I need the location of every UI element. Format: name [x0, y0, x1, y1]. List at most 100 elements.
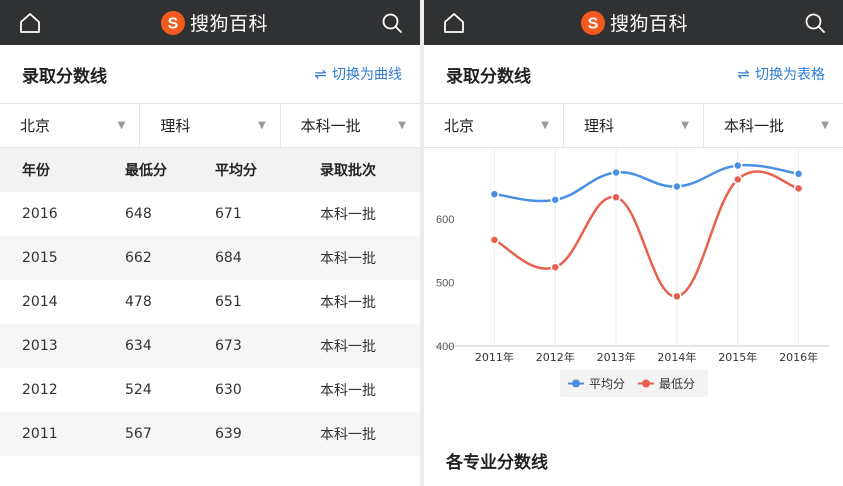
switch-label: 切换为表格 — [755, 67, 825, 83]
x-tick-label: 2012年 — [536, 350, 575, 364]
section-title: 录取分数线 — [446, 66, 531, 87]
sogou-baike-logo[interactable]: S 搜狗百科 — [580, 9, 688, 36]
data-point — [611, 192, 621, 203]
caret-down-icon: ▼ — [681, 120, 689, 131]
table-row: 2012 524 630 本科一批 — [0, 368, 420, 412]
cell-min: 634 — [105, 324, 205, 368]
cell-year: 2014 — [22, 294, 58, 310]
sogou-baike-logo[interactable]: S 搜狗百科 — [160, 9, 268, 36]
cell-batch: 本科一批 — [300, 236, 420, 280]
y-tick-label: 600 — [436, 214, 454, 226]
cell-year: 2013 — [0, 324, 105, 368]
search-icon[interactable] — [803, 11, 827, 35]
cell-year: 2015 — [0, 236, 105, 280]
legend-box — [560, 370, 708, 397]
x-tick-label: 2015年 — [718, 350, 757, 364]
x-tick-label: 2013年 — [597, 350, 636, 364]
caret-down-icon: ▼ — [541, 120, 549, 131]
data-point — [550, 262, 560, 272]
cell-min: 662 — [105, 236, 205, 280]
data-point — [733, 160, 743, 171]
data-point — [672, 181, 682, 192]
data-point — [793, 183, 804, 194]
search-icon[interactable] — [380, 11, 404, 35]
chart-view-panel: S 搜狗百科 录取分数线 ⇌ 切换为表格 北京 ▼ 理科 ▼ 本科一批 ▼ 40… — [424, 0, 843, 486]
category-dropdown[interactable]: 理科 ▼ — [564, 104, 704, 147]
series-line-1 — [493, 170, 799, 298]
home-icon[interactable] — [18, 11, 42, 35]
category-value: 理科 — [584, 117, 615, 135]
cell-avg: 671 — [215, 206, 242, 222]
region-value: 北京 — [444, 117, 475, 135]
brand-name: 搜狗百科 — [190, 13, 269, 35]
caret-down-icon: ▼ — [398, 120, 406, 131]
region-dropdown[interactable]: 北京 ▼ — [424, 104, 564, 147]
cell-year: 2012 — [22, 382, 58, 398]
data-point — [489, 189, 500, 199]
cell-min: 524 — [125, 382, 152, 398]
cell-year: 2011 — [0, 412, 105, 456]
region-dropdown[interactable]: 北京 ▼ — [0, 104, 141, 147]
column-header-avg: 平均分 — [205, 148, 300, 192]
caret-down-icon: ▼ — [257, 120, 266, 131]
filter-bar: 北京 ▼ 理科 ▼ 本科一批 ▼ — [424, 103, 843, 148]
legend-label: 平均分 — [589, 377, 625, 391]
cell-batch: 本科一批 — [320, 207, 376, 223]
home-icon[interactable] — [442, 11, 466, 35]
swap-arrows-icon: ⇌ — [314, 65, 327, 83]
cell-avg: 639 — [205, 412, 300, 456]
cell-avg: 651 — [215, 294, 242, 310]
cell-avg: 630 — [215, 382, 242, 398]
svg-text:S: S — [588, 15, 599, 32]
cell-avg: 684 — [205, 236, 300, 280]
table-header-row: 年份 最低分 平均分 录取批次 — [0, 148, 420, 192]
y-tick-label: 500 — [436, 277, 454, 289]
x-tick-label: 2011年 — [475, 350, 514, 364]
legend-swatch-dot — [642, 379, 650, 388]
column-header-min: 最低分 — [105, 148, 205, 192]
table-row: 2011 567 639 本科一批 — [0, 412, 420, 456]
switch-to-curve-link[interactable]: ⇌ 切换为曲线 — [314, 64, 402, 84]
region-value: 北京 — [20, 117, 51, 135]
score-section-header: 录取分数线 ⇌ 切换为表格 — [424, 45, 843, 103]
category-value: 理科 — [160, 117, 191, 135]
caret-down-icon: ▼ — [117, 120, 126, 131]
y-tick-label: 400 — [436, 341, 454, 353]
switch-to-table-link[interactable]: ⇌ 切换为表格 — [737, 64, 825, 84]
svg-text:S: S — [168, 15, 179, 32]
cell-batch: 本科一批 — [320, 383, 376, 399]
data-point — [611, 167, 621, 178]
data-point — [550, 195, 560, 205]
series-line-0 — [494, 163, 799, 203]
legend-swatch-dot — [572, 379, 580, 388]
panel-divider — [420, 0, 424, 486]
top-nav-bar: S 搜狗百科 — [424, 0, 843, 45]
cell-min: 648 — [125, 206, 152, 222]
cell-min: 567 — [105, 412, 205, 456]
caret-down-icon: ▼ — [821, 120, 829, 131]
switch-label: 切换为曲线 — [332, 67, 402, 83]
data-point — [793, 169, 804, 179]
score-section-header: 录取分数线 ⇌ 切换为曲线 — [0, 45, 420, 103]
column-header-year: 年份 — [0, 148, 105, 192]
x-tick-label: 2014年 — [657, 350, 696, 364]
legend-label: 最低分 — [659, 377, 695, 391]
table-view-panel: S 搜狗百科 录取分数线 ⇌ 切换为曲线 北京 ▼ 理科 ▼ 本科一批 ▼ — [0, 0, 420, 486]
cell-batch: 本科一批 — [300, 412, 420, 456]
cell-min: 478 — [125, 294, 152, 310]
cell-avg: 673 — [205, 324, 300, 368]
category-dropdown[interactable]: 理科 ▼ — [140, 104, 281, 147]
batch-value: 本科一批 — [300, 117, 361, 135]
batch-dropdown[interactable]: 本科一批 ▼ — [704, 104, 843, 147]
batch-dropdown[interactable]: 本科一批 ▼ — [281, 104, 420, 147]
cell-year: 2016 — [22, 206, 58, 222]
score-table: 年份 最低分 平均分 录取批次 2016 648 671 本科一批 2015 6… — [0, 148, 420, 456]
table-row: 2014 478 651 本科一批 — [0, 280, 420, 324]
table-row: 2016 648 671 本科一批 — [0, 192, 420, 236]
sogou-s-logo-icon: S — [161, 10, 185, 35]
sogou-s-logo-icon: S — [581, 10, 605, 35]
brand-name: 搜狗百科 — [610, 13, 689, 35]
data-point — [733, 174, 743, 185]
data-point — [672, 291, 682, 302]
swap-arrows-icon: ⇌ — [737, 65, 750, 83]
